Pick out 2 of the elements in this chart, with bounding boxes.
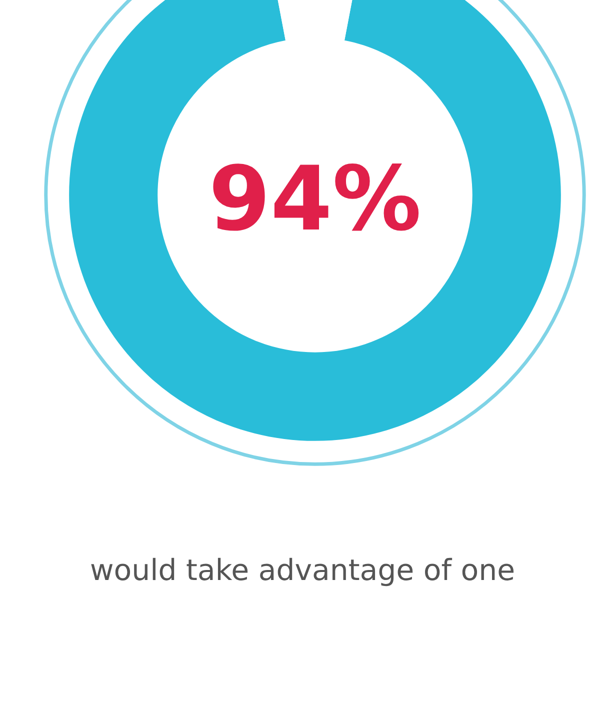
text: 94% xyxy=(213,164,419,231)
text: would take advantage of one xyxy=(91,558,514,586)
